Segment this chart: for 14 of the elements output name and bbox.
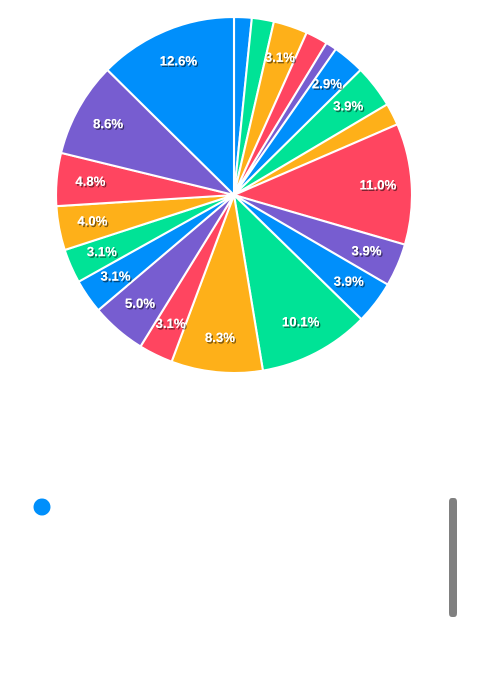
data-label: 8.6%: [93, 118, 124, 130]
data-label: 10.1%: [282, 317, 320, 328]
data-label: 4.8%: [76, 176, 106, 188]
data-label: 3.9%: [333, 101, 364, 112]
data-label: 3.1%: [87, 246, 118, 258]
data-label: 4.0%: [78, 216, 108, 228]
data-label: 3.9%: [334, 276, 365, 288]
data-label: 2.9%: [312, 78, 344, 90]
data-label: 3.1%: [100, 271, 132, 282]
data-label: 11.0%: [360, 180, 398, 192]
data-label: 8.3%: [205, 332, 236, 344]
data-label: 5.0%: [125, 298, 156, 310]
data-label: 3.9%: [352, 246, 383, 258]
data-label: 12.6%: [160, 56, 198, 68]
